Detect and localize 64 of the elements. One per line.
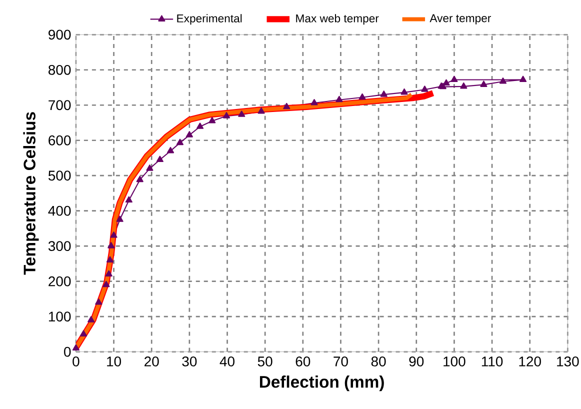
point: [136, 176, 144, 182]
point: [80, 330, 88, 336]
x-tick-label: 100: [444, 356, 466, 366]
y-tick-label: 200: [48, 276, 71, 286]
point: [450, 76, 458, 82]
y-tick-label: 100: [48, 312, 71, 322]
point: [520, 76, 527, 82]
x-axis-title: Deflection (mm): [260, 376, 384, 392]
x-tick-label: 120: [519, 356, 541, 366]
point: [358, 93, 366, 100]
x-tick-label: 60: [296, 356, 310, 366]
y-tick-label: 400: [48, 206, 71, 216]
point: [116, 216, 124, 222]
point: [196, 122, 204, 129]
legend-label: Experimental: [177, 14, 242, 25]
x-tick-label: 0: [72, 356, 80, 366]
point: [186, 131, 193, 138]
point: [105, 270, 112, 276]
x-tick-label: 30: [182, 356, 197, 366]
point: [380, 90, 388, 97]
point: [108, 242, 115, 248]
y-tick-label: 600: [48, 135, 71, 146]
point: [238, 110, 246, 117]
point: [125, 196, 132, 202]
x-tick-label: 80: [371, 356, 386, 366]
x-tick-label: 40: [220, 356, 234, 366]
y-tick-label: 300: [48, 241, 71, 251]
y-axis-title: Temperature Celsius: [23, 112, 39, 275]
point: [499, 77, 507, 84]
point: [88, 316, 95, 322]
x-tick-label: 130: [557, 356, 579, 366]
point: [310, 98, 318, 106]
point: [480, 80, 488, 87]
point: [222, 112, 230, 118]
point: [400, 88, 408, 95]
y-tick-label: 900: [48, 30, 71, 40]
legend-label: Aver temper: [430, 14, 491, 24]
x-tick-label: 90: [409, 356, 424, 366]
x-tick-label: 50: [258, 356, 272, 366]
y-tick-label: 800: [48, 64, 71, 75]
point: [110, 231, 118, 238]
point: [460, 82, 468, 89]
x-tick-label: 110: [482, 356, 503, 366]
y-tick-label: 500: [48, 170, 71, 181]
y-tick-label: 700: [48, 100, 71, 110]
x-tick-label: 10: [107, 356, 122, 366]
point: [95, 298, 102, 305]
point: [421, 86, 428, 92]
legend-label: Max web temper: [296, 14, 379, 25]
point: [258, 107, 265, 114]
point: [106, 256, 114, 262]
point: [336, 96, 343, 102]
point: [442, 79, 450, 86]
point: [156, 156, 164, 162]
x-tick-label: 70: [334, 356, 348, 366]
point: [283, 102, 290, 110]
point: [146, 164, 154, 171]
point: [208, 116, 216, 124]
point: [72, 344, 80, 350]
point: [176, 138, 184, 146]
x-tick-label: 20: [144, 356, 159, 366]
point: [102, 280, 110, 288]
point: [166, 146, 174, 154]
y-tick-label: 0: [64, 346, 71, 357]
